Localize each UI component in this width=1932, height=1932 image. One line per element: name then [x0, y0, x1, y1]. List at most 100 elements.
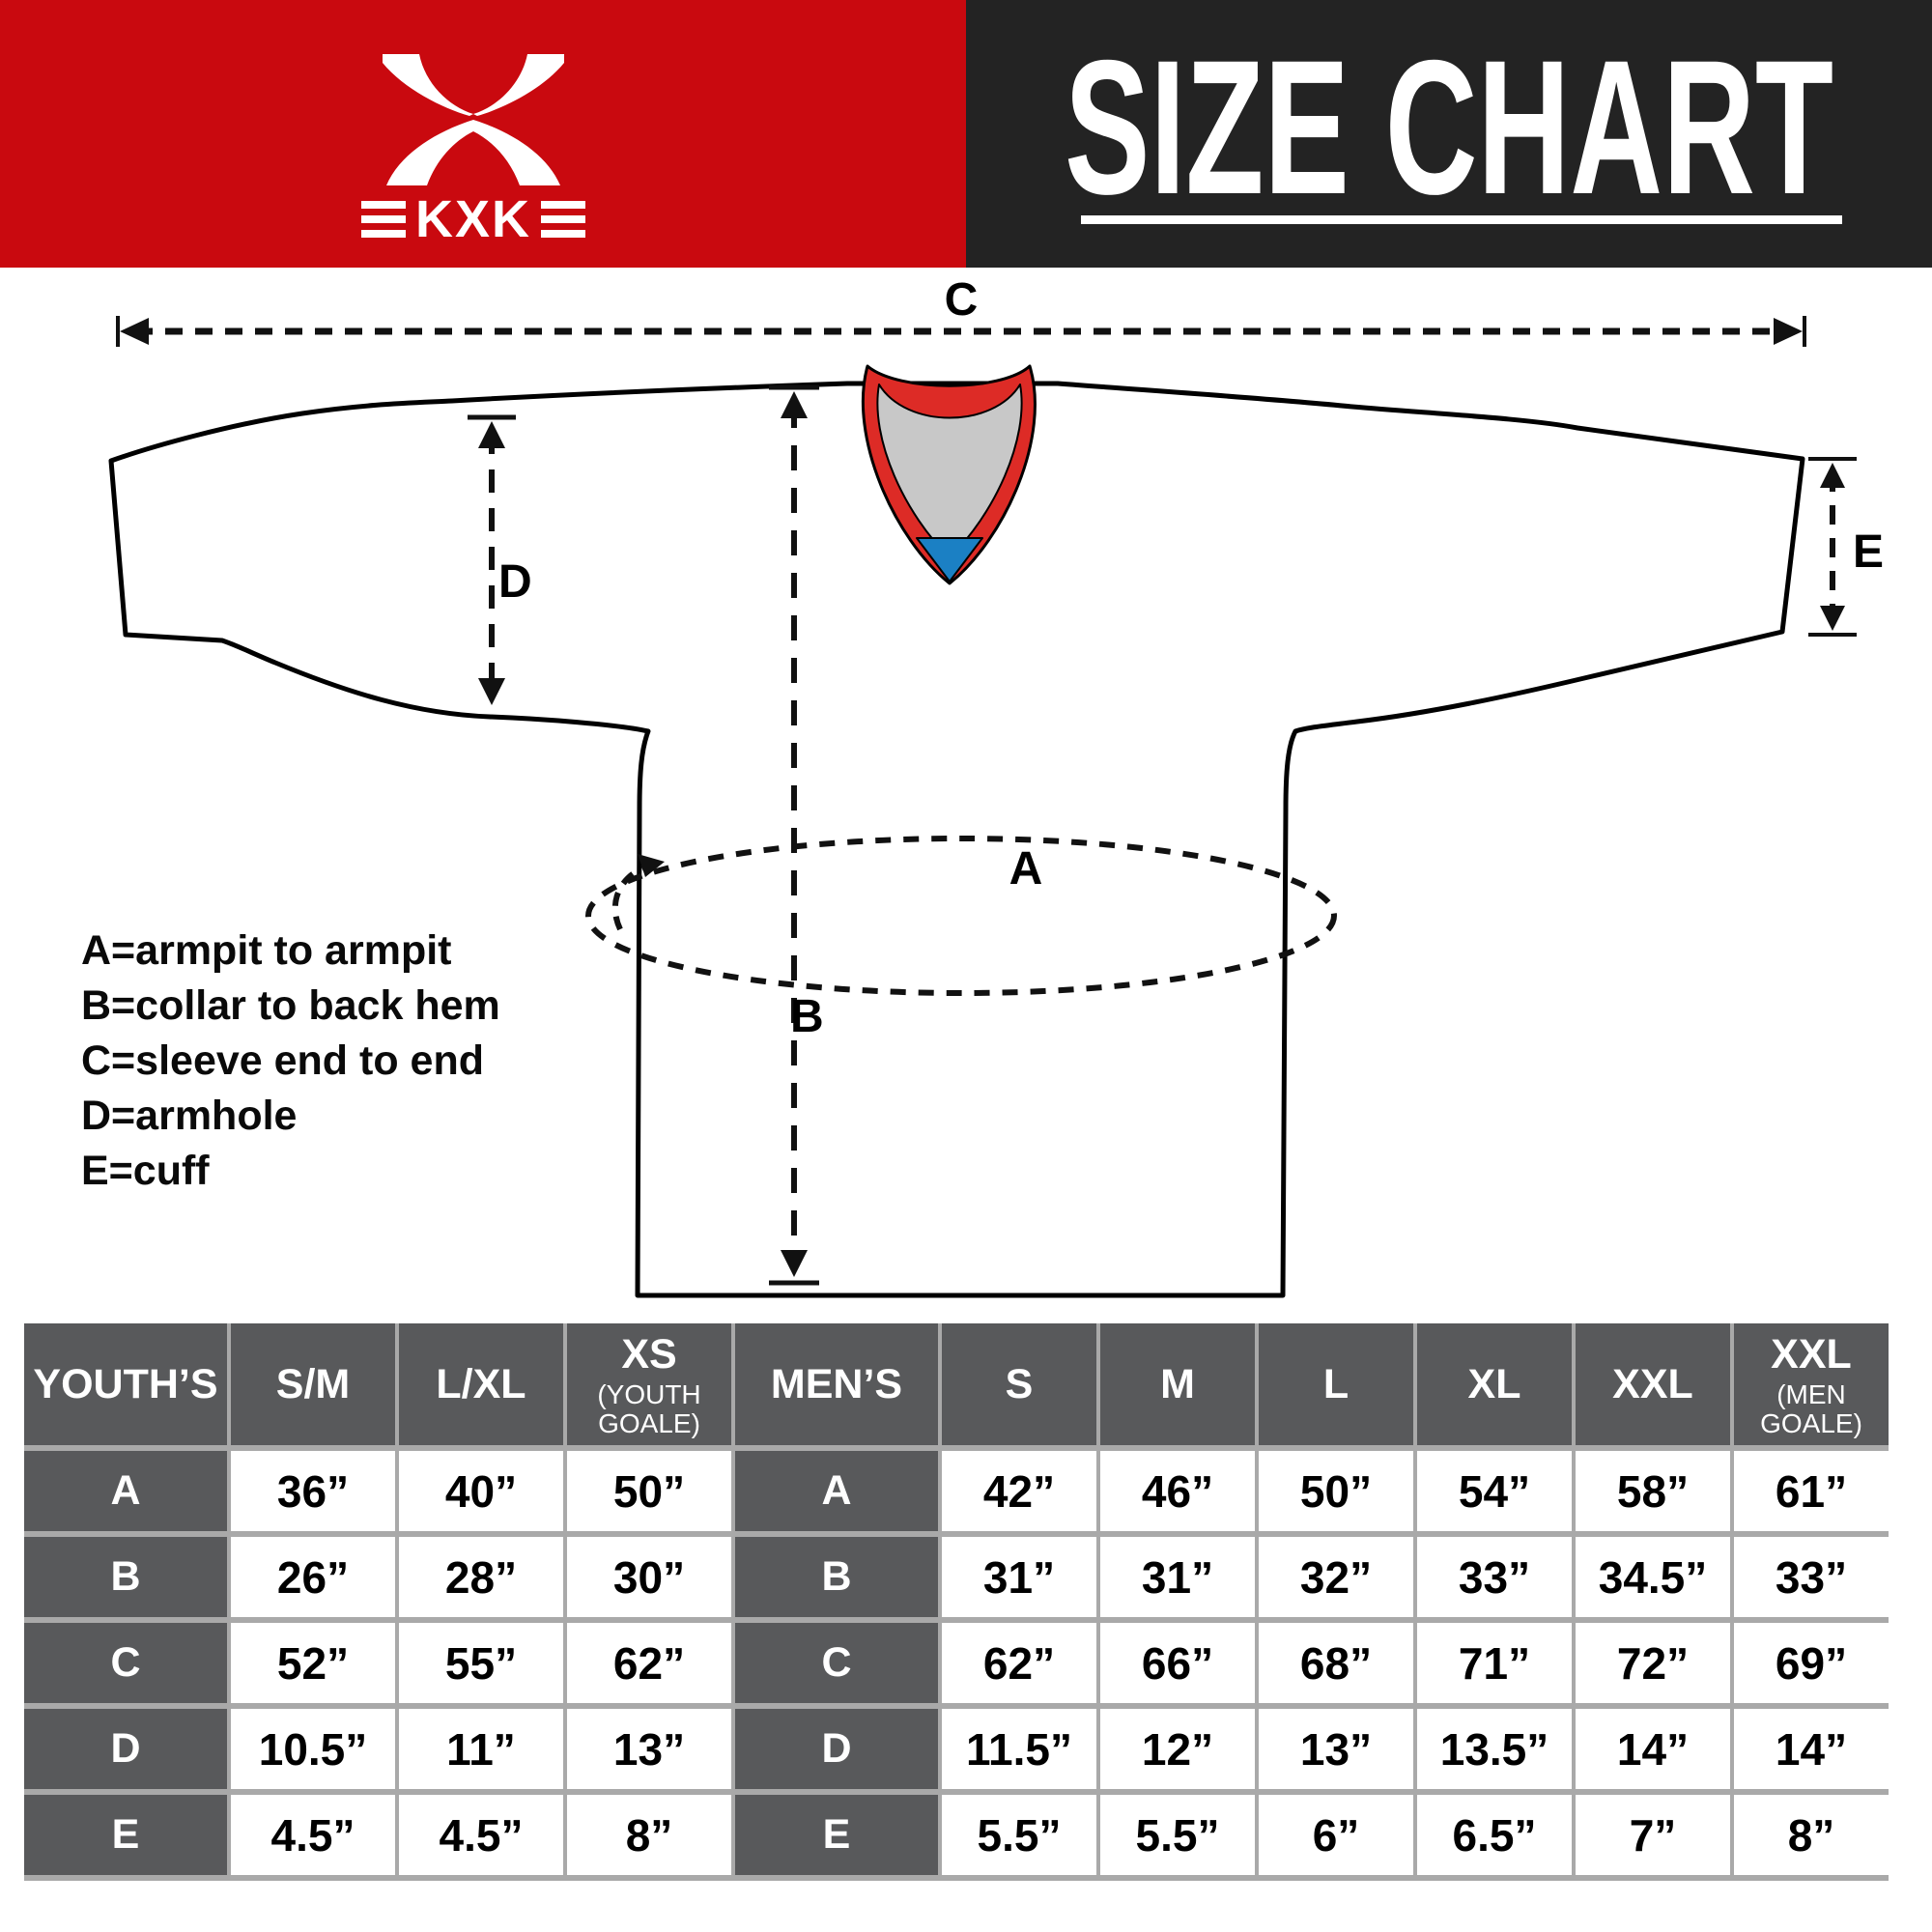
brand-bars-right-icon — [541, 201, 585, 238]
youth-A-value-2-text: 50” — [612, 1465, 686, 1517]
youth-D-value-1-text: 11” — [446, 1723, 516, 1775]
header-cell-3-text: XS — [621, 1331, 677, 1378]
men-E-value-0-text: 5.5” — [977, 1809, 1062, 1861]
men-A-value-1-text: 46” — [1141, 1465, 1214, 1517]
men-D-value-5-text: 14” — [1775, 1723, 1848, 1775]
legend-line-a: A=armpit to armpit — [81, 927, 452, 974]
row-B-men-label: B — [735, 1537, 938, 1617]
collar-tie — [916, 537, 983, 582]
youth-A-value-1: 40” — [399, 1451, 563, 1531]
measure-a-ellipse — [585, 836, 1337, 996]
header-cell-9: XXL — [1576, 1323, 1730, 1445]
men-C-value-2-text: 68” — [1299, 1637, 1373, 1689]
men-A-value-5: 61” — [1734, 1451, 1889, 1531]
row-E-men-label-text: E — [822, 1811, 851, 1858]
youth-B-value-2-text: 30” — [612, 1551, 686, 1603]
men-C-value-4: 72” — [1576, 1623, 1730, 1703]
men-C-value-3-text: 71” — [1458, 1637, 1531, 1689]
men-D-value-4-text: 14” — [1616, 1723, 1690, 1775]
measure-label-a: A — [1009, 843, 1043, 895]
measure-c-arrowhead-right — [1774, 318, 1803, 345]
legend-line-e: E=cuff — [81, 1148, 210, 1194]
men-B-value-3: 33” — [1417, 1537, 1572, 1617]
row-D-men-label: D — [735, 1709, 938, 1789]
youth-D-value-0-text: 10.5” — [258, 1723, 368, 1775]
brand-row: KXK — [333, 191, 613, 247]
brand-bars-left-icon — [360, 201, 406, 238]
men-E-value-2-text: 6” — [1312, 1809, 1360, 1861]
men-A-value-4: 58” — [1576, 1451, 1730, 1531]
measure-label-d: D — [498, 556, 532, 608]
youth-D-value-1: 11” — [399, 1709, 563, 1789]
men-B-value-4: 34.5” — [1576, 1537, 1730, 1617]
youth-A-value-2: 50” — [567, 1451, 731, 1531]
youth-C-value-1-text: 55” — [444, 1637, 518, 1689]
men-A-value-5-text: 61” — [1775, 1465, 1848, 1517]
row-C-youth-label-text: C — [110, 1639, 141, 1686]
men-B-value-2: 32” — [1259, 1537, 1413, 1617]
youth-E-value-0: 4.5” — [231, 1795, 395, 1875]
youth-B-value-1: 28” — [399, 1537, 563, 1617]
row-C-youth-label: C — [24, 1623, 227, 1703]
men-E-value-5-text: 8” — [1787, 1809, 1835, 1861]
men-C-value-3: 71” — [1417, 1623, 1572, 1703]
header-cell-8: XL — [1417, 1323, 1572, 1445]
men-A-value-3-text: 54” — [1458, 1465, 1531, 1517]
youth-A-value-0: 36” — [231, 1451, 395, 1531]
men-B-value-5: 33” — [1734, 1537, 1889, 1617]
measure-b-arrow — [769, 384, 819, 1286]
men-B-value-0: 31” — [942, 1537, 1096, 1617]
legend-line-c: C=sleeve end to end — [81, 1037, 485, 1084]
men-B-value-3-text: 33” — [1458, 1551, 1531, 1603]
men-A-value-0-text: 42” — [982, 1465, 1056, 1517]
men-D-value-5: 14” — [1734, 1709, 1889, 1789]
men-E-value-5: 8” — [1734, 1795, 1889, 1875]
men-C-value-5-text: 69” — [1775, 1637, 1848, 1689]
youth-C-value-0-text: 52” — [276, 1637, 350, 1689]
row-B-youth-label: B — [24, 1537, 227, 1617]
measure-c-arrow — [116, 316, 1806, 347]
youth-E-value-1-text: 4.5” — [439, 1809, 524, 1861]
header-cell-3-subtext: (YOUTH GOALE) — [597, 1379, 701, 1438]
title-underline — [1081, 215, 1842, 224]
men-E-value-3-text: 6.5” — [1452, 1809, 1537, 1861]
youth-A-value-0-text: 36” — [276, 1465, 350, 1517]
youth-C-value-1: 55” — [399, 1623, 563, 1703]
men-A-value-0: 42” — [942, 1451, 1096, 1531]
youth-B-value-1-text: 28” — [444, 1551, 518, 1603]
row-A-men-label: A — [735, 1451, 938, 1531]
men-D-value-2-text: 13” — [1299, 1723, 1373, 1775]
legend-line-d: D=armhole — [81, 1093, 298, 1139]
men-C-value-1: 66” — [1100, 1623, 1255, 1703]
men-A-value-2-text: 50” — [1299, 1465, 1373, 1517]
measure-label-e: E — [1853, 526, 1884, 578]
size-table-bottom-border — [24, 1875, 1889, 1881]
men-C-value-2: 68” — [1259, 1623, 1413, 1703]
measure-b-arrowhead-bottom — [781, 1250, 808, 1277]
men-D-value-1-text: 12” — [1141, 1723, 1214, 1775]
men-C-value-0-text: 62” — [982, 1637, 1056, 1689]
header-cell-7: L — [1259, 1323, 1413, 1445]
measure-a-swirl — [612, 863, 651, 931]
men-D-value-0: 11.5” — [942, 1709, 1096, 1789]
header-cell-0-text: YOUTH’S — [33, 1360, 218, 1407]
men-E-value-2: 6” — [1259, 1795, 1413, 1875]
men-D-value-0-text: 11.5” — [966, 1723, 1072, 1775]
header-cell-3: XS (YOUTH GOALE) — [567, 1323, 731, 1445]
row-B-men-label-text: B — [821, 1553, 852, 1600]
header-cell-5-text: S — [1005, 1360, 1034, 1407]
collar-inner — [876, 384, 1023, 558]
men-A-value-3: 54” — [1417, 1451, 1572, 1531]
measure-e-arrowhead-bottom — [1820, 606, 1845, 631]
men-E-value-4-text: 7” — [1629, 1809, 1677, 1861]
youth-B-value-0-text: 26” — [276, 1551, 350, 1603]
header-cell-1: S/M — [231, 1323, 395, 1445]
youth-B-value-2: 30” — [567, 1537, 731, 1617]
men-C-value-4-text: 72” — [1616, 1637, 1690, 1689]
measure-a-arrowhead — [638, 854, 665, 877]
row-B-youth-label-text: B — [110, 1553, 141, 1600]
men-C-value-5: 69” — [1734, 1623, 1889, 1703]
jersey-outline — [108, 381, 1805, 1298]
men-B-value-5-text: 33” — [1775, 1551, 1848, 1603]
